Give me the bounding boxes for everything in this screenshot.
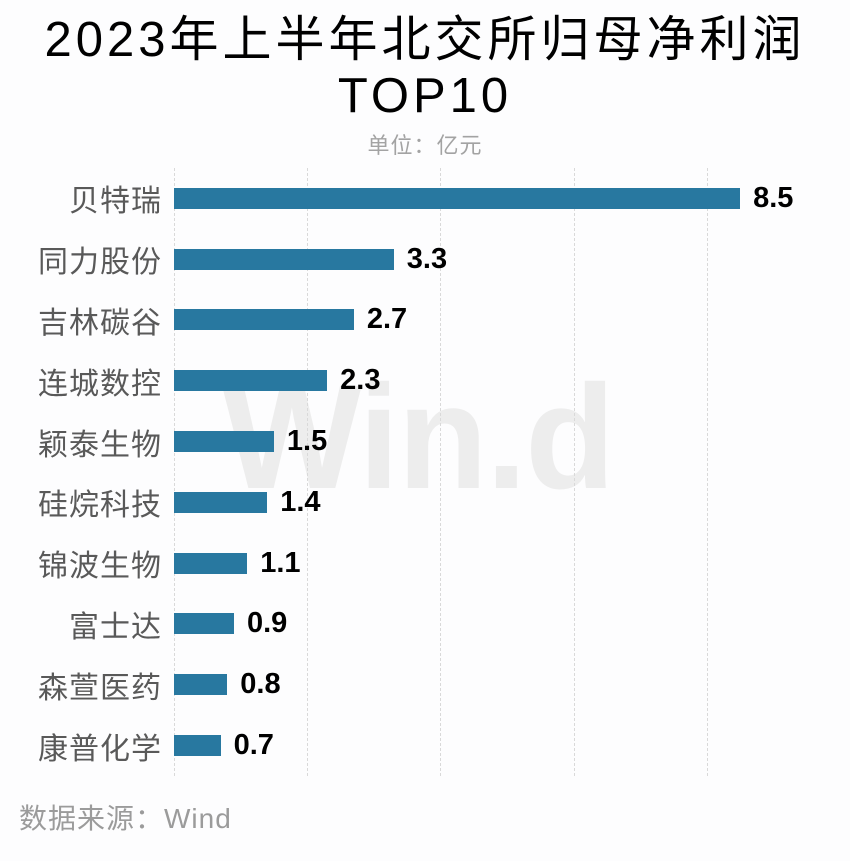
- plot-cell: 0.7: [162, 715, 850, 776]
- gridline: [573, 168, 575, 776]
- plot-cell: 1.5: [162, 411, 850, 472]
- bar-row: 富士达 0.9: [0, 594, 850, 655]
- value-label: 1.4: [280, 485, 321, 518]
- value-label: 2.7: [366, 303, 408, 336]
- value-label: 0.8: [240, 668, 281, 701]
- plot-cell: 8.5: [162, 168, 850, 229]
- gridline: [307, 168, 309, 776]
- bar-row: 吉林碳谷 2.7: [0, 290, 850, 351]
- plot-cell: 1.4: [162, 472, 850, 533]
- category-label: 连城数控: [38, 367, 162, 401]
- gridline: [174, 168, 175, 776]
- category-label: 贝特瑞: [69, 185, 162, 219]
- category-label: 同力股份: [38, 246, 162, 280]
- value-label: 0.9: [246, 607, 288, 640]
- plot-cell: 0.9: [162, 594, 850, 655]
- gridline: [706, 168, 708, 776]
- category-label: 硅烷科技: [38, 489, 162, 523]
- bar: [174, 187, 741, 209]
- category-label: 森萱医药: [38, 671, 162, 705]
- bar-row: 颖泰生物 1.5: [0, 411, 850, 472]
- bar: [174, 735, 221, 757]
- bar: [174, 613, 234, 635]
- category-label: 富士达: [69, 610, 162, 644]
- category-label: 锦波生物: [38, 550, 162, 584]
- bar: [174, 370, 328, 392]
- value-label: 3.3: [406, 242, 448, 275]
- value-label: 0.7: [233, 729, 274, 762]
- bar: [174, 309, 354, 331]
- bar-rows: 贝特瑞 8.5 同力股份 3.3 吉林碳谷 2.7 连城数控 2.3 颖泰生物 1.5 硅烷科技 1.…: [0, 168, 850, 776]
- bar: [174, 491, 268, 513]
- bar: [174, 674, 228, 696]
- bar-row: 同力股份 3.3: [0, 229, 850, 290]
- bar-row: 连城数控 2.3: [0, 350, 850, 411]
- data-source: 数据来源：Wind: [19, 803, 232, 834]
- chart-title: 2023年上半年北交所归母净利润 TOP10: [0, 0, 850, 124]
- value-label: 8.5: [753, 181, 794, 214]
- value-label: 1.1: [260, 546, 301, 579]
- bar-row: 锦波生物 1.1: [0, 533, 850, 594]
- unit-label: 单位：亿元: [367, 133, 483, 158]
- plot-cell: 2.7: [162, 290, 850, 351]
- bar: [174, 431, 274, 453]
- chart-title-line1: 2023年上半年北交所归母净利润: [44, 13, 806, 67]
- bar-chart: Win.d 贝特瑞 8.5 同力股份 3.3 吉林碳谷 2.7 连城数控 2.3 颖泰生物 1.5…: [0, 168, 850, 776]
- value-label: 1.5: [286, 425, 328, 458]
- bar: [174, 248, 394, 270]
- category-label: 吉林碳谷: [38, 306, 162, 340]
- value-label: 2.3: [340, 364, 381, 397]
- plot-cell: 1.1: [162, 533, 850, 594]
- bar: [174, 552, 248, 574]
- bar-row: 森萱医药 0.8: [0, 654, 850, 715]
- plot-cell: 3.3: [162, 229, 850, 290]
- bar-row: 康普化学 0.7: [0, 715, 850, 776]
- plot-cell: 2.3: [162, 350, 850, 411]
- category-label: 康普化学: [38, 732, 162, 766]
- chart-title-line2: TOP10: [337, 69, 513, 123]
- gridline: [440, 168, 442, 776]
- plot-cell: 0.8: [162, 654, 850, 715]
- bar-row: 硅烷科技 1.4: [0, 472, 850, 533]
- bar-row: 贝特瑞 8.5: [0, 168, 850, 229]
- category-label: 颖泰生物: [38, 428, 162, 462]
- gridlines: [174, 168, 840, 776]
